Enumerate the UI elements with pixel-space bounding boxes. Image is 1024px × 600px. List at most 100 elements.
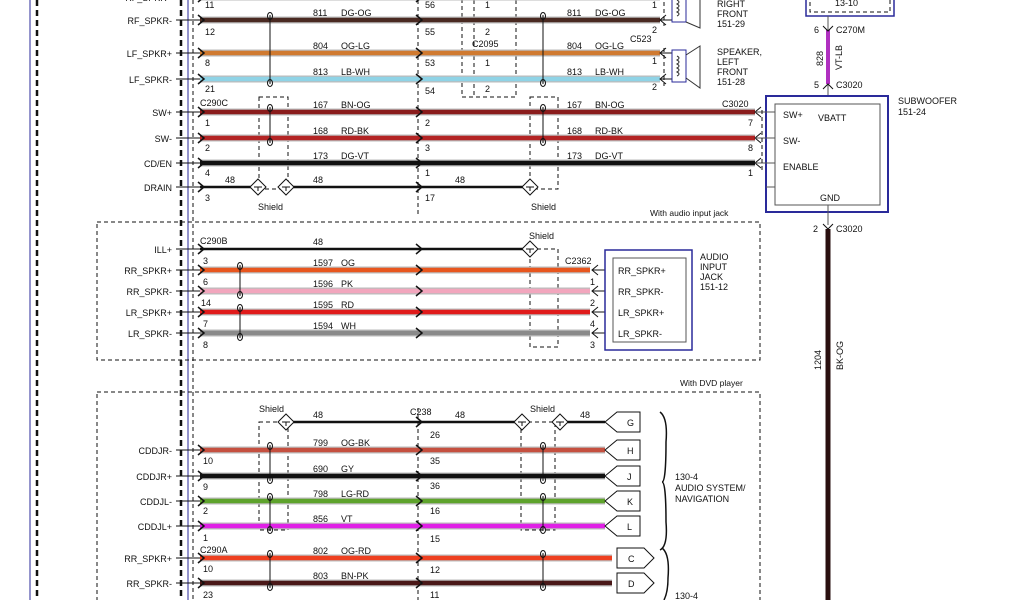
jack-pin-label: RR_SPKR+ bbox=[618, 266, 666, 276]
shield-label: Shield bbox=[259, 404, 284, 414]
jack-pin-label: RR_SPKR- bbox=[618, 287, 664, 297]
wires-layer: RF_SPKR+115611RF_SPKR-811DG-OG811DG-OG12… bbox=[124, 0, 762, 600]
terminals-layer: G H J K L C D bbox=[604, 411, 655, 594]
pin-number: 8 bbox=[203, 340, 208, 350]
pin-number: 2 bbox=[652, 82, 657, 92]
ground-color: BK-OG bbox=[835, 341, 845, 370]
wire-lr-spkr-: LR_SPKR+ 1595 RD 14 2 bbox=[126, 298, 595, 318]
circuit-number: 173 bbox=[567, 151, 582, 161]
connector-arrow-icon bbox=[415, 0, 420, 3]
connector-c2095: C2095 bbox=[472, 39, 499, 49]
shield-label: Shield bbox=[258, 202, 283, 212]
signal-label: DRAIN bbox=[144, 183, 172, 193]
pin-number: 1 bbox=[205, 118, 210, 128]
pin-number: 2 bbox=[652, 25, 657, 35]
connector-arrow-icon bbox=[415, 285, 424, 297]
ground-circuit: 1204 bbox=[813, 350, 823, 370]
speaker-lf-label-line: FRONT bbox=[717, 67, 748, 77]
wire-color-code: OG-LG bbox=[595, 41, 624, 51]
nav-label-line: NAVIGATION bbox=[675, 494, 729, 504]
module-13-10-inner bbox=[809, 0, 891, 13]
circuit-number: 813 bbox=[313, 67, 328, 77]
shield-label: Shield bbox=[529, 231, 554, 241]
wire-lf-spkr-: LF_SPKR- 813 LB-WH 813 LB-WH 21 54 2 2 bbox=[129, 67, 660, 96]
wire-color-code: DG-VT bbox=[595, 151, 624, 161]
shield-ground-icon bbox=[277, 413, 295, 431]
connector-arrow-icon bbox=[415, 416, 424, 428]
pin-number: 1 bbox=[425, 168, 430, 178]
pin-number: 7 bbox=[203, 319, 208, 329]
wire-color-code: BN-OG bbox=[341, 100, 371, 110]
twisted-pair-icon bbox=[540, 104, 546, 146]
connector-arrow-icon bbox=[415, 577, 424, 589]
audio-section-label: With audio input jack bbox=[650, 208, 729, 218]
signal-label: CDDJR- bbox=[139, 446, 173, 456]
connector-arrow-icon bbox=[659, 14, 672, 26]
terminal-label: C bbox=[628, 554, 635, 564]
shield-box bbox=[529, 248, 559, 348]
wire-cddjl-: CDDJL+ 856 VT 1 16 15 bbox=[138, 506, 605, 544]
terminal-label: L bbox=[627, 522, 632, 532]
dvd-section-label: With DVD player bbox=[680, 378, 743, 388]
audio-jack-title-line: INPUT bbox=[700, 262, 728, 272]
wire-rr-spkr-: RR_SPKR- 803 BN-PK 23 11 bbox=[126, 571, 612, 600]
pin-number: 1 bbox=[652, 56, 657, 66]
signal-label: CDDJR+ bbox=[136, 472, 172, 482]
circuit-number: 167 bbox=[567, 100, 582, 110]
circuit-number: 690 bbox=[313, 464, 328, 474]
wire-sw-: SW- 168 RD-BK 168 RD-BK 2 3 8 bbox=[155, 126, 755, 153]
connector-c290a: C290A bbox=[200, 545, 228, 555]
pin-number: 12 bbox=[430, 565, 440, 575]
connector-arrow-icon bbox=[659, 47, 672, 59]
wire-cd-en: CD/EN 173 DG-VT 173 DG-VT 4 1 1 bbox=[144, 151, 755, 178]
twisted-pair-icon bbox=[267, 493, 273, 534]
pin-number: 55 bbox=[425, 27, 435, 37]
wire-color-code: RD bbox=[341, 300, 354, 310]
subwoofer-title-line: 151-24 bbox=[898, 107, 926, 117]
nav-label-2: 130-4 bbox=[675, 591, 698, 600]
nav-label: 130-4 bbox=[675, 472, 698, 482]
pin-number: 3 bbox=[425, 143, 430, 153]
pin-number: 1 bbox=[485, 0, 490, 10]
connector-arrow-icon bbox=[415, 14, 424, 26]
circuit-number: 1596 bbox=[313, 279, 333, 289]
wire-lr-spkr-: LR_SPKR- 1594 WH 7 4 8 3 bbox=[128, 319, 595, 350]
wire-cddjr-: CDDJR- 799 OG-BK 10 26 bbox=[139, 430, 605, 466]
connector-arrow-icon bbox=[197, 106, 206, 118]
connector-arrow-icon bbox=[415, 73, 424, 85]
speaker-lf-label-line: LEFT bbox=[717, 57, 740, 67]
circuit-number: 1597 bbox=[313, 258, 333, 268]
terminal-c: C bbox=[616, 547, 655, 569]
connector-arrow-icon bbox=[822, 25, 834, 90]
vbatt-circuit: 828 bbox=[815, 51, 825, 66]
connector-arrow-icon bbox=[197, 577, 206, 589]
speaker-lf-label-line: 151-28 bbox=[717, 77, 745, 87]
shield-box bbox=[529, 96, 559, 190]
pin-number: 6 bbox=[203, 277, 208, 287]
connector-arrow-icon bbox=[415, 327, 424, 339]
pin-number: 35 bbox=[430, 456, 440, 466]
pin-number: 53 bbox=[425, 58, 435, 68]
brace bbox=[659, 411, 668, 551]
terminal-label: K bbox=[627, 497, 633, 507]
connector-arrow-icon bbox=[197, 552, 206, 564]
shield-ground-icon bbox=[551, 413, 569, 431]
wire-color-code: OG-BK bbox=[341, 438, 370, 448]
pin-number: 2 bbox=[485, 27, 490, 37]
twisted-pair-icon bbox=[540, 12, 546, 87]
audio-jack-title-line: JACK bbox=[700, 272, 723, 282]
pin-number: 12 bbox=[205, 27, 215, 37]
subwoofer-module: SW+ VBATT SW- ENABLE GND SUBWOOFER 151-2… bbox=[755, 95, 958, 213]
wire-color-code: DG-OG bbox=[341, 8, 372, 18]
shield-ground-icon bbox=[521, 178, 539, 196]
shield-ground-icon bbox=[521, 240, 539, 258]
dvd-section bbox=[96, 391, 761, 600]
pin-number: 11 bbox=[205, 0, 214, 10]
pin-number: 36 bbox=[430, 481, 440, 491]
pin-number: 3 bbox=[205, 193, 210, 203]
shield-label: Shield bbox=[531, 202, 556, 212]
circuit-number: 798 bbox=[313, 489, 328, 499]
pin-number: 1 bbox=[590, 277, 595, 287]
wire-color-code: OG bbox=[341, 258, 355, 268]
